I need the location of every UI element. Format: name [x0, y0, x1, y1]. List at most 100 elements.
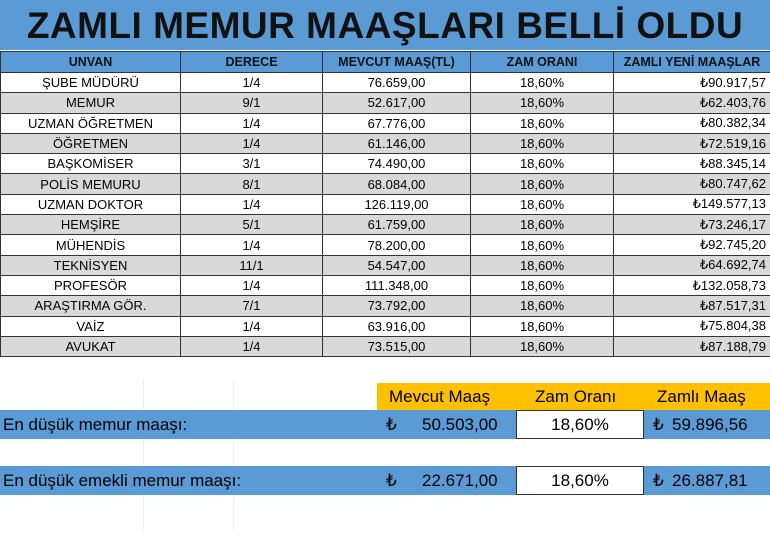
- currency-symbol: ₺: [386, 415, 397, 434]
- salary-table: UNVAN DERECE MEVCUT MAAŞ(TL) ZAM ORANI Z…: [0, 51, 770, 358]
- currency-symbol: ₺: [653, 415, 664, 434]
- table-row: VAİZ 1/4 63.916,00 18,60% ₺75.804,38: [0, 315, 770, 337]
- cell-mevcut-maas: 74.490,00: [322, 153, 471, 175]
- cell-derece: 1/4: [180, 234, 323, 256]
- cell-unvan: MÜHENDİS: [0, 234, 181, 256]
- cell-mevcut-maas: 67.776,00: [322, 112, 471, 134]
- cell-derece: 7/1: [180, 295, 323, 317]
- cell-derece: 1/4: [180, 71, 323, 94]
- cell-unvan: PROFESÖR: [0, 274, 181, 297]
- summary-raised: 59.896,56: [672, 415, 748, 434]
- gridline: [143, 380, 144, 530]
- cell-zamli-maas: ₺88.345,14: [613, 153, 770, 175]
- summary-header-current: Mevcut Maaş: [389, 387, 491, 406]
- summary-rate: 18,60%: [516, 466, 644, 495]
- cell-derece: 1/4: [180, 315, 323, 337]
- table-row: ÖĞRETMEN 1/4 61.146,00 18,60% ₺72.519,16: [0, 132, 770, 155]
- header-unvan: UNVAN: [0, 51, 181, 73]
- summary-current: 22.671,00: [422, 471, 498, 490]
- header-zam-orani: ZAM ORANI: [470, 51, 614, 73]
- cell-zam-orani: 18,60%: [470, 112, 614, 134]
- table-row: TEKNİSYEN 11/1 54.547,00 18,60% ₺64.692,74: [0, 254, 770, 276]
- cell-derece: 3/1: [180, 153, 323, 175]
- cell-zam-orani: 18,60%: [470, 173, 614, 195]
- cell-mevcut-maas: 78.200,00: [322, 234, 471, 256]
- cell-derece: 5/1: [180, 214, 323, 236]
- summary-current: 50.503,00: [422, 415, 498, 434]
- cell-zamli-maas: ₺73.246,17: [613, 214, 770, 236]
- page-title: ZAMLI MEMUR MAAŞLARI BELLİ OLDU: [0, 0, 770, 50]
- cell-zam-orani: 18,60%: [470, 234, 614, 256]
- cell-zam-orani: 18,60%: [470, 92, 614, 114]
- cell-zam-orani: 18,60%: [470, 295, 614, 317]
- table-row: POLİS MEMURU 8/1 68.084,00 18,60% ₺80.747,62: [0, 173, 770, 195]
- table-row: ŞUBE MÜDÜRÜ 1/4 76.659,00 18,60% ₺90.917,57: [0, 71, 770, 94]
- cell-zamli-maas: ₺87.517,31: [613, 295, 770, 317]
- table-row: MÜHENDİS 1/4 78.200,00 18,60% ₺92.745,20: [0, 234, 770, 256]
- currency-symbol: ₺: [386, 471, 397, 490]
- summary-label: En düşük emekli memur maaşı:: [3, 471, 242, 490]
- summary-header-rate: Zam Oranı: [535, 387, 617, 406]
- cell-unvan: AVUKAT: [0, 335, 181, 358]
- cell-mevcut-maas: 63.916,00: [322, 315, 471, 337]
- cell-derece: 1/4: [180, 274, 323, 297]
- cell-mevcut-maas: 111.348,00: [322, 274, 471, 297]
- cell-derece: 8/1: [180, 173, 323, 195]
- cell-unvan: ARAŞTIRMA GÖR.: [0, 295, 181, 317]
- cell-zamli-maas: ₺64.692,74: [613, 254, 770, 276]
- summary-label: En düşük memur maaşı:: [3, 415, 188, 434]
- cell-zam-orani: 18,60%: [470, 214, 614, 236]
- currency-symbol: ₺: [653, 471, 664, 490]
- cell-mevcut-maas: 54.547,00: [322, 254, 471, 276]
- cell-derece: 1/4: [180, 335, 323, 358]
- cell-unvan: TEKNİSYEN: [0, 254, 181, 276]
- table-row: AVUKAT 1/4 73.515,00 18,60% ₺87.188,79: [0, 335, 770, 358]
- cell-zamli-maas: ₺72.519,16: [613, 132, 770, 155]
- header-derece: DERECE: [180, 51, 323, 73]
- cell-zam-orani: 18,60%: [470, 132, 614, 155]
- cell-unvan: MEMUR: [0, 92, 181, 114]
- table-row: ARAŞTIRMA GÖR. 7/1 73.792,00 18,60% ₺87.517,…: [0, 295, 770, 317]
- table-row: PROFESÖR 1/4 111.348,00 18,60% ₺132.058,73: [0, 274, 770, 297]
- table-row: MEMUR 9/1 52.617,00 18,60% ₺62.403,76: [0, 92, 770, 114]
- cell-zam-orani: 18,60%: [470, 335, 614, 358]
- cell-zam-orani: 18,60%: [470, 315, 614, 337]
- table-row: HEMŞİRE 5/1 61.759,00 18,60% ₺73.246,17: [0, 214, 770, 236]
- cell-zam-orani: 18,60%: [470, 274, 614, 297]
- cell-zam-orani: 18,60%: [470, 254, 614, 276]
- cell-zamli-maas: ₺62.403,76: [613, 92, 770, 114]
- table-header-row: UNVAN DERECE MEVCUT MAAŞ(TL) ZAM ORANI Z…: [0, 51, 770, 73]
- cell-unvan: POLİS MEMURU: [0, 173, 181, 195]
- cell-zamli-maas: ₺75.804,38: [613, 315, 770, 337]
- cell-zamli-maas: ₺80.747,62: [613, 173, 770, 195]
- summary-row-memur: En düşük memur maaşı: ₺ 50.503,00 18,60%…: [0, 410, 770, 439]
- header-zamli-maas: ZAMLI YENİ MAAŞLAR: [613, 51, 770, 73]
- cell-zamli-maas: ₺80.382,34: [613, 112, 770, 134]
- cell-unvan: ÖĞRETMEN: [0, 132, 181, 155]
- cell-mevcut-maas: 52.617,00: [322, 92, 471, 114]
- cell-zam-orani: 18,60%: [470, 71, 614, 94]
- summary-rate: 18,60%: [516, 410, 644, 439]
- cell-zamli-maas: ₺92.745,20: [613, 234, 770, 256]
- cell-zam-orani: 18,60%: [470, 193, 614, 216]
- cell-mevcut-maas: 61.146,00: [322, 132, 471, 155]
- summary-header-raised: Zamlı Maaş: [657, 387, 746, 406]
- cell-zamli-maas: ₺132.058,73: [613, 274, 770, 297]
- cell-mevcut-maas: 68.084,00: [322, 173, 471, 195]
- summary-raised: 26.887,81: [672, 471, 748, 490]
- cell-unvan: HEMŞİRE: [0, 214, 181, 236]
- table-row: UZMAN DOKTOR 1/4 126.119,00 18,60% ₺149.577,…: [0, 193, 770, 216]
- cell-unvan: UZMAN DOKTOR: [0, 193, 181, 216]
- table-row: BAŞKOMİSER 3/1 74.490,00 18,60% ₺88.345,14: [0, 153, 770, 175]
- table-row: UZMAN ÖĞRETMEN 1/4 67.776,00 18,60% ₺80.382,…: [0, 112, 770, 134]
- cell-unvan: ŞUBE MÜDÜRÜ: [0, 71, 181, 94]
- summary-row-emekli: En düşük emekli memur maaşı: ₺ 22.671,00…: [0, 466, 770, 495]
- cell-zam-orani: 18,60%: [470, 153, 614, 175]
- cell-zamli-maas: ₺87.188,79: [613, 335, 770, 358]
- gridline: [233, 380, 234, 530]
- cell-derece: 9/1: [180, 92, 323, 114]
- header-mevcut-maas: MEVCUT MAAŞ(TL): [322, 51, 471, 73]
- summary-header: Mevcut Maaş Zam Oranı Zamlı Maaş: [377, 383, 770, 410]
- cell-zamli-maas: ₺90.917,57: [613, 71, 770, 94]
- cell-mevcut-maas: 76.659,00: [322, 71, 471, 94]
